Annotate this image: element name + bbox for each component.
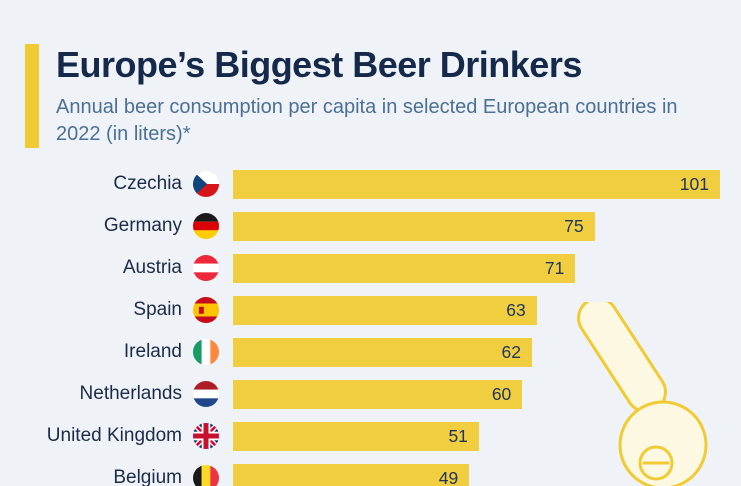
- flag-icon-spain: [193, 297, 219, 324]
- bar-track: 63: [233, 295, 720, 325]
- header: Europe’s Biggest Beer Drinkers Annual be…: [0, 0, 741, 149]
- value-label: 75: [564, 215, 584, 236]
- country-label: Czechia: [113, 173, 182, 195]
- accent-bar: [25, 44, 39, 149]
- bar-track: 101: [233, 169, 720, 199]
- country-label: Ireland: [123, 341, 182, 363]
- flag-icon-ireland: [193, 339, 219, 366]
- chart-row: Belgium 49: [0, 457, 741, 486]
- value-label: 62: [501, 341, 521, 362]
- value-bar: 63: [233, 295, 537, 325]
- country-label: United Kingdom: [46, 425, 182, 447]
- flag-icon-united-kingdom: [193, 423, 219, 450]
- value-label: 71: [544, 257, 565, 278]
- chart-row: Ireland 62: [0, 331, 741, 373]
- country-label: Austria: [122, 257, 182, 279]
- bar-track: 49: [233, 463, 720, 486]
- value-bar: 51: [233, 421, 479, 451]
- flag-icon-austria: [193, 255, 219, 282]
- value-label: 51: [448, 425, 468, 446]
- chart-row: Germany 75: [0, 205, 741, 247]
- bar-track: 62: [233, 337, 720, 367]
- country-label: Belgium: [113, 467, 182, 486]
- value-bar: 71: [233, 253, 576, 283]
- chart-row: Czechia 101: [0, 163, 741, 205]
- value-bar: 101: [233, 169, 720, 199]
- country-label: Netherlands: [79, 383, 182, 405]
- flag-icon-netherlands: [193, 381, 219, 408]
- value-bar: 62: [233, 337, 532, 367]
- value-bar: 60: [233, 379, 523, 409]
- bar-track: 71: [233, 253, 720, 283]
- country-label: Spain: [133, 299, 182, 321]
- chart-row: Netherlands 60: [0, 373, 741, 415]
- chart-row: Austria 71: [0, 247, 741, 289]
- bar-track: 60: [233, 379, 720, 409]
- page-subtitle: Annual beer consumption per capita in se…: [56, 96, 678, 146]
- page-title: Europe’s Biggest Beer Drinkers: [56, 44, 582, 85]
- flag-icon-czechia: [193, 171, 219, 198]
- header-text: Europe’s Biggest Beer Drinkers Annual be…: [56, 44, 681, 148]
- bar-chart: Czechia 101 Germany 75 Austria 71 Spain 63 Irela…: [0, 163, 741, 486]
- value-label: 60: [491, 383, 512, 404]
- bar-track: 51: [233, 421, 720, 451]
- flag-icon-germany: [193, 213, 219, 240]
- value-label: 49: [438, 467, 459, 486]
- value-bar: 75: [233, 211, 595, 241]
- chart-row: United Kingdom 51: [0, 415, 741, 457]
- bar-track: 75: [233, 211, 720, 241]
- value-label: 63: [506, 299, 526, 320]
- flag-icon-belgium: [193, 465, 219, 486]
- country-label: Germany: [103, 215, 182, 237]
- value-bar: 49: [233, 463, 470, 486]
- chart-row: Spain 63: [0, 289, 741, 331]
- value-label: 101: [679, 173, 709, 194]
